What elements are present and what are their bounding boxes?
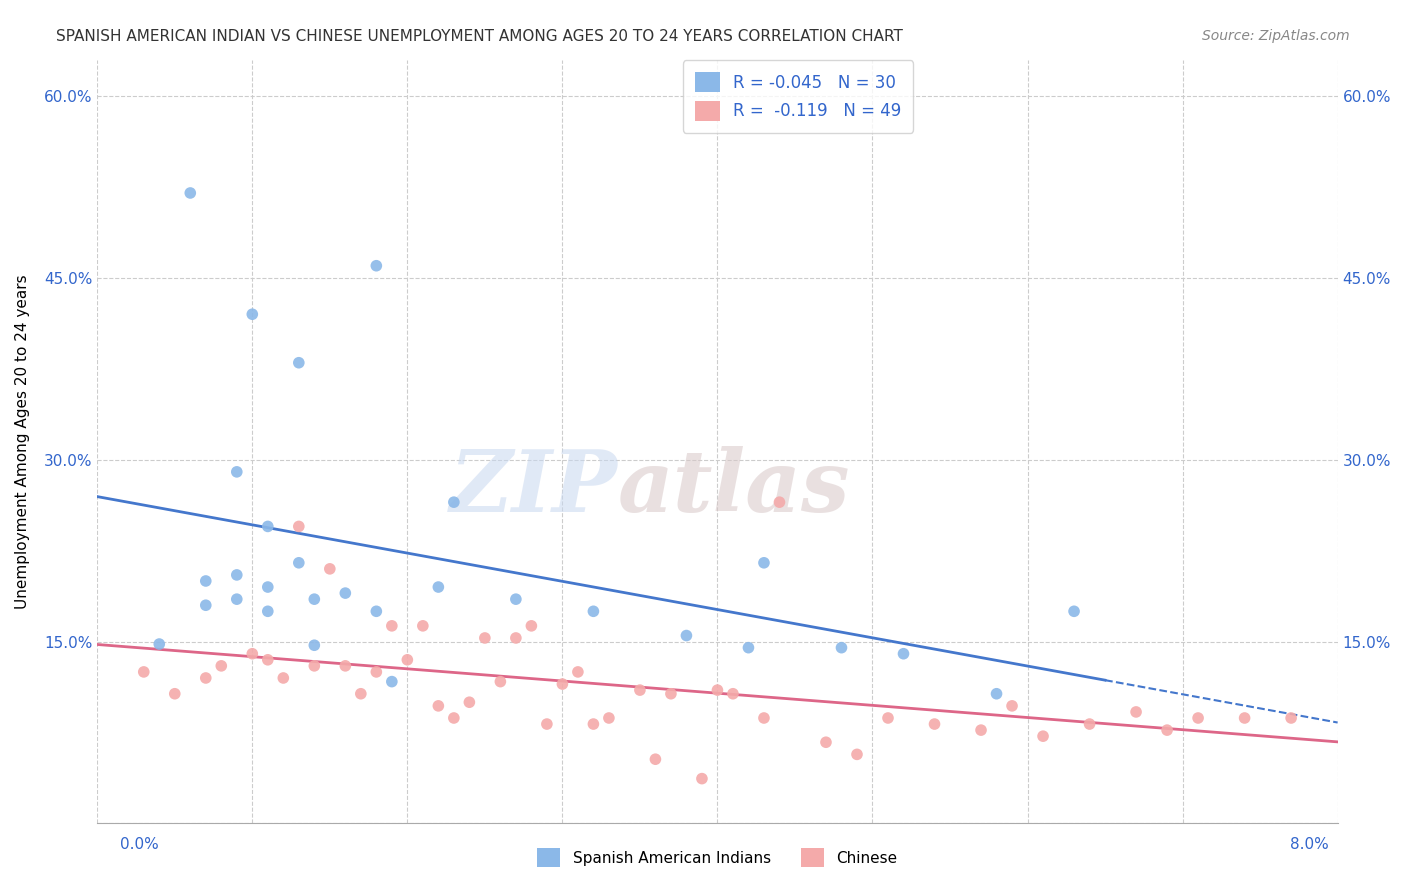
Point: [536, 717, 558, 731]
Point: [319, 562, 342, 576]
Point: [567, 665, 589, 679]
Point: [458, 695, 481, 709]
Point: [706, 683, 728, 698]
Point: [893, 647, 915, 661]
Point: [240, 307, 263, 321]
Text: 8.0%: 8.0%: [1289, 838, 1329, 852]
Point: [209, 658, 232, 673]
Point: [381, 674, 404, 689]
Text: SPANISH AMERICAN INDIAN VS CHINESE UNEMPLOYMENT AMONG AGES 20 TO 24 YEARS CORREL: SPANISH AMERICAN INDIAN VS CHINESE UNEMP…: [56, 29, 903, 44]
Point: [194, 671, 217, 685]
Point: [846, 747, 869, 762]
Point: [877, 711, 900, 725]
Point: [659, 687, 682, 701]
Point: [288, 519, 311, 533]
Point: [443, 711, 465, 725]
Point: [721, 687, 744, 701]
Point: [628, 683, 651, 698]
Point: [225, 568, 247, 582]
Point: [1125, 705, 1147, 719]
Text: Source: ZipAtlas.com: Source: ZipAtlas.com: [1202, 29, 1350, 43]
Point: [335, 658, 357, 673]
Point: [225, 592, 247, 607]
Point: [752, 711, 775, 725]
Point: [505, 592, 527, 607]
Point: [505, 631, 527, 645]
Point: [288, 556, 311, 570]
Point: [814, 735, 837, 749]
Point: [256, 580, 278, 594]
Point: [271, 671, 294, 685]
Point: [768, 495, 790, 509]
Legend: R = -0.045   N = 30, R =  -0.119   N = 49: R = -0.045 N = 30, R = -0.119 N = 49: [683, 61, 912, 133]
Point: [986, 687, 1008, 701]
Point: [1156, 723, 1178, 738]
Point: [675, 628, 697, 642]
Point: [1078, 717, 1101, 731]
Point: [256, 519, 278, 533]
Point: [520, 619, 543, 633]
Point: [737, 640, 759, 655]
Point: [427, 698, 450, 713]
Point: [970, 723, 993, 738]
Point: [366, 665, 388, 679]
Point: [427, 580, 450, 594]
Point: [163, 687, 186, 701]
Point: [582, 717, 605, 731]
Point: [1063, 604, 1085, 618]
Point: [752, 556, 775, 570]
Point: [148, 637, 170, 651]
Point: [350, 687, 373, 701]
Point: [304, 638, 326, 652]
Point: [304, 658, 326, 673]
Point: [179, 186, 201, 200]
Point: [924, 717, 946, 731]
Point: [443, 495, 465, 509]
Point: [1032, 729, 1054, 743]
Point: [225, 465, 247, 479]
Point: [598, 711, 620, 725]
Point: [381, 619, 404, 633]
Point: [396, 653, 419, 667]
Text: atlas: atlas: [619, 446, 851, 529]
Point: [304, 592, 326, 607]
Point: [644, 752, 666, 766]
Point: [690, 772, 713, 786]
Point: [366, 604, 388, 618]
Point: [582, 604, 605, 618]
Point: [132, 665, 155, 679]
Point: [194, 599, 217, 613]
Point: [1279, 711, 1302, 725]
Point: [335, 586, 357, 600]
Text: ZIP: ZIP: [450, 446, 619, 529]
Point: [256, 604, 278, 618]
Point: [1001, 698, 1024, 713]
Point: [489, 674, 512, 689]
Point: [256, 653, 278, 667]
Y-axis label: Unemployment Among Ages 20 to 24 years: Unemployment Among Ages 20 to 24 years: [15, 274, 30, 609]
Point: [288, 356, 311, 370]
Point: [1187, 711, 1209, 725]
Text: 0.0%: 0.0%: [120, 838, 159, 852]
Point: [366, 259, 388, 273]
Point: [474, 631, 496, 645]
Point: [240, 647, 263, 661]
Point: [194, 574, 217, 588]
Point: [412, 619, 434, 633]
Point: [1233, 711, 1256, 725]
Point: [830, 640, 852, 655]
Point: [551, 677, 574, 691]
